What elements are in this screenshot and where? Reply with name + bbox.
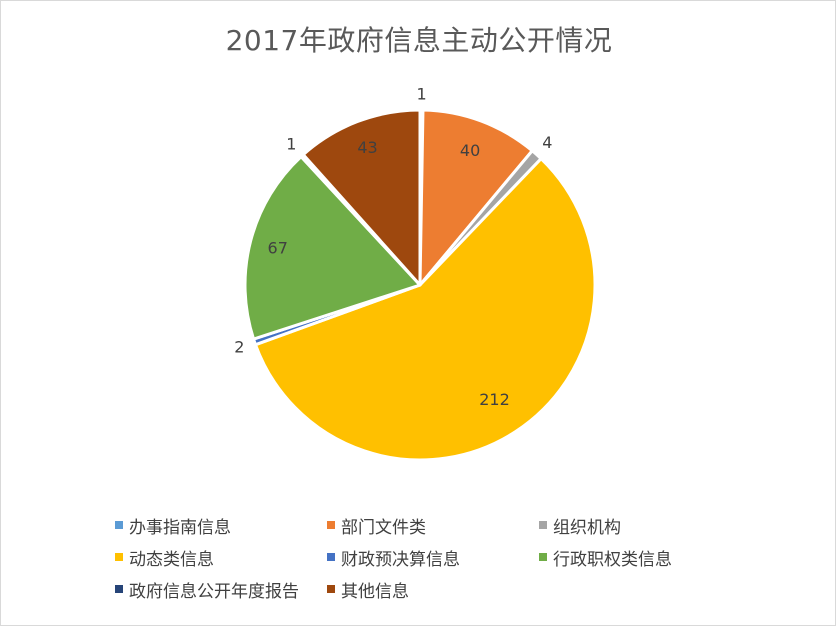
legend-swatch bbox=[115, 521, 123, 529]
legend-swatch bbox=[327, 521, 335, 529]
legend-item: 组织机构 bbox=[539, 513, 751, 538]
chart-title: 2017年政府信息主动公开情况 bbox=[225, 24, 613, 57]
legend-item: 部门文件类 bbox=[327, 513, 539, 538]
data-labels: 1 40 4 212 2 67 1 43 bbox=[234, 85, 552, 409]
data-label: 43 bbox=[357, 138, 377, 157]
legend-label: 部门文件类 bbox=[341, 517, 426, 538]
pie-slices bbox=[243, 108, 597, 462]
legend-swatch bbox=[115, 585, 123, 593]
legend-label: 组织机构 bbox=[553, 517, 621, 538]
legend-label: 政府信息公开年度报告 bbox=[129, 581, 299, 602]
pie-slice bbox=[254, 157, 597, 462]
legend-item: 动态类信息 bbox=[115, 545, 327, 570]
legend-label: 办事指南信息 bbox=[129, 517, 231, 538]
legend-swatch bbox=[539, 553, 547, 561]
data-label: 4 bbox=[542, 133, 552, 152]
data-label: 2 bbox=[234, 338, 244, 357]
data-label: 67 bbox=[268, 239, 288, 258]
pie-slice bbox=[301, 108, 422, 287]
legend: 办事指南信息 部门文件类 组织机构 动态类信息 财政预决算信息 行政职权类信息 … bbox=[115, 513, 805, 602]
data-label: 212 bbox=[479, 390, 510, 409]
legend-label: 行政职权类信息 bbox=[553, 549, 672, 570]
legend-swatch bbox=[539, 521, 547, 529]
legend-item: 办事指南信息 bbox=[115, 513, 327, 538]
data-label: 40 bbox=[460, 141, 480, 160]
legend-label: 其他信息 bbox=[341, 581, 409, 602]
pie-slice bbox=[243, 155, 422, 341]
pie-slice bbox=[418, 108, 534, 287]
legend-item: 政府信息公开年度报告 bbox=[115, 577, 327, 602]
data-label: 1 bbox=[417, 85, 427, 104]
legend-item: 财政预决算信息 bbox=[327, 545, 539, 570]
legend-label: 动态类信息 bbox=[129, 549, 214, 570]
data-label: 1 bbox=[286, 134, 296, 153]
legend-swatch bbox=[115, 553, 123, 561]
legend-label: 财政预决算信息 bbox=[341, 549, 460, 570]
legend-swatch bbox=[327, 553, 335, 561]
legend-item: 其他信息 bbox=[327, 577, 539, 602]
legend-swatch bbox=[327, 585, 335, 593]
legend-item: 行政职权类信息 bbox=[539, 545, 751, 570]
